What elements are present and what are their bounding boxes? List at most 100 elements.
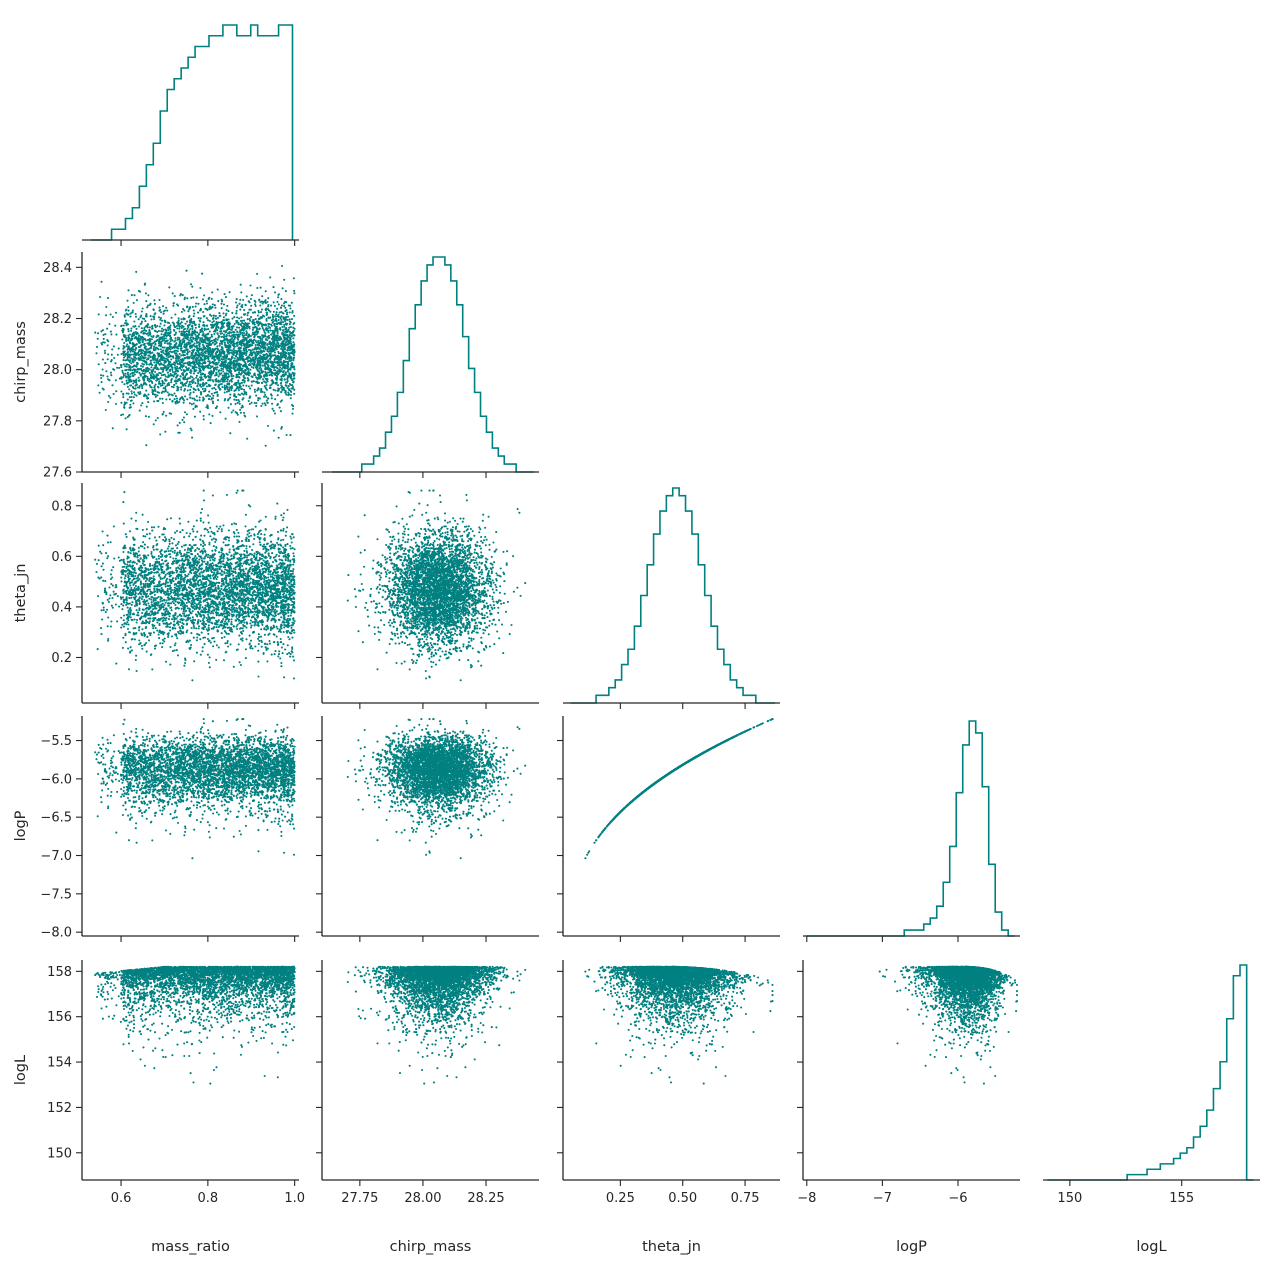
point [224, 397, 227, 401]
point [194, 333, 197, 336]
point [266, 363, 269, 366]
point [281, 321, 285, 324]
point [246, 314, 249, 317]
point [193, 312, 196, 315]
point [280, 356, 283, 359]
point [203, 351, 206, 354]
point [292, 381, 295, 384]
point [110, 569, 113, 572]
point [240, 316, 243, 319]
point [161, 401, 164, 405]
point [275, 311, 278, 314]
point [147, 354, 150, 357]
point [150, 338, 153, 341]
point [277, 296, 280, 299]
point [249, 308, 252, 311]
point [187, 367, 190, 370]
point [185, 413, 188, 416]
point [290, 301, 293, 304]
point [185, 373, 188, 376]
point [211, 387, 214, 390]
point [156, 360, 159, 363]
point [208, 350, 211, 353]
point [168, 542, 171, 545]
point [165, 398, 168, 401]
point [264, 393, 267, 396]
point [139, 357, 142, 360]
point [212, 314, 215, 317]
point [180, 395, 184, 399]
point [141, 340, 144, 343]
point [284, 333, 287, 336]
point [139, 364, 143, 367]
point [231, 352, 234, 356]
point [186, 297, 189, 300]
point [256, 314, 259, 317]
point [262, 356, 265, 359]
point [203, 357, 206, 361]
point [166, 371, 169, 374]
point [205, 299, 208, 303]
point [122, 324, 125, 327]
point [280, 345, 283, 348]
point [258, 347, 261, 350]
point [127, 336, 130, 339]
point [156, 334, 159, 337]
point [170, 351, 173, 354]
point [100, 381, 103, 384]
point [140, 597, 143, 601]
point [199, 620, 202, 623]
point [132, 396, 135, 399]
point [243, 324, 246, 327]
point [221, 322, 224, 325]
point [229, 338, 232, 341]
point [152, 334, 155, 338]
point [224, 359, 227, 362]
point [241, 398, 244, 401]
point [213, 609, 216, 612]
point [238, 386, 241, 389]
point [222, 366, 225, 369]
point [184, 369, 187, 372]
point [169, 337, 172, 341]
point [263, 533, 266, 536]
point [172, 374, 175, 378]
point [141, 402, 144, 405]
point [267, 368, 270, 371]
point [232, 335, 236, 338]
point [126, 352, 129, 355]
point [148, 351, 151, 354]
point [253, 363, 256, 366]
point [171, 394, 174, 397]
point [228, 341, 231, 344]
point [142, 363, 145, 366]
point [234, 342, 238, 345]
point [137, 345, 140, 349]
point [157, 399, 160, 402]
point [238, 326, 241, 329]
point [131, 311, 134, 314]
point [130, 337, 133, 340]
point [204, 362, 207, 365]
point [124, 354, 127, 357]
point [252, 326, 255, 329]
point [242, 342, 245, 345]
point [265, 399, 268, 402]
point [190, 346, 193, 349]
point [188, 393, 191, 396]
point [181, 340, 185, 343]
point [233, 322, 236, 326]
point [163, 382, 166, 385]
point [235, 399, 238, 402]
point [129, 379, 132, 382]
point [236, 316, 239, 319]
point [261, 378, 265, 381]
point [175, 354, 178, 357]
point [261, 343, 264, 346]
point [210, 307, 213, 310]
point [251, 344, 254, 347]
point [150, 359, 153, 362]
point [194, 305, 197, 308]
point [264, 299, 267, 302]
